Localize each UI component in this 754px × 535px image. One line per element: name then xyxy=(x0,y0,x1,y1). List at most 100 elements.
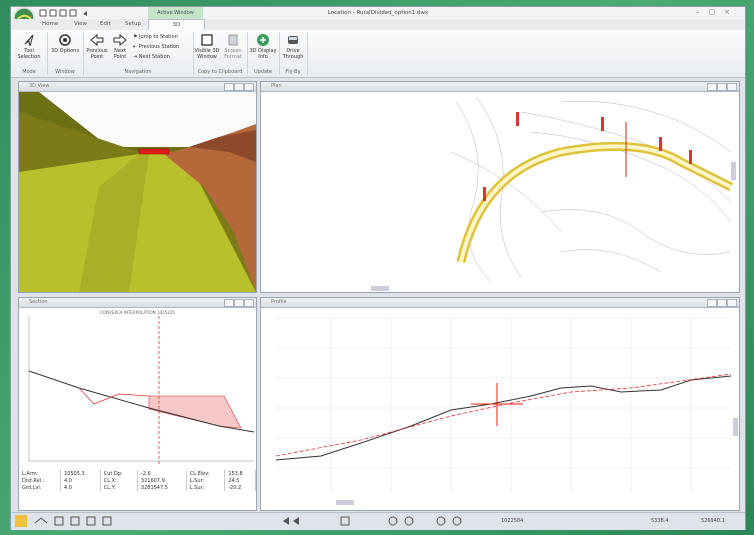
panel-profile: Profile xyxy=(260,297,740,511)
panel-button[interactable] xyxy=(234,299,244,307)
tool-icon[interactable] xyxy=(283,517,299,525)
cell: 4.0 xyxy=(60,484,101,491)
icon xyxy=(59,34,71,46)
ribbon-button[interactable]: Drive Through xyxy=(280,33,306,60)
tool-icon[interactable] xyxy=(102,516,112,526)
tab[interactable]: Setup xyxy=(125,21,142,27)
qa-undo[interactable] xyxy=(83,11,87,16)
panel-title: Profile xyxy=(271,299,287,305)
icon-shape xyxy=(260,37,266,43)
design-profile xyxy=(275,373,732,457)
scrollbar[interactable] xyxy=(336,500,354,505)
tool-icon[interactable] xyxy=(15,515,27,527)
ribbon-button[interactable]: Tool Selection xyxy=(13,33,45,60)
panel-button[interactable] xyxy=(717,83,727,91)
tool-icon[interactable] xyxy=(86,516,96,526)
button-label: Jump to Station xyxy=(139,34,178,40)
window-controls[interactable]: –□× xyxy=(696,8,739,16)
tab[interactable]: Home xyxy=(42,21,59,27)
qa-open[interactable] xyxy=(49,9,57,17)
ground-profile xyxy=(275,375,732,461)
quick-access[interactable] xyxy=(39,9,109,17)
panel-button[interactable] xyxy=(224,83,234,91)
separator xyxy=(47,32,48,75)
window-title: Location - RuralDivided_option1.dwx xyxy=(327,10,429,16)
panel-header: Profile xyxy=(261,298,739,308)
tool-icon[interactable] xyxy=(436,516,446,526)
button-label: 3D Options xyxy=(51,48,79,54)
panel-section: Section CONVEXCA INTERPOLATION 1025225 L… xyxy=(18,297,257,511)
tool-icon[interactable] xyxy=(34,517,48,524)
status-value: 5338.4 xyxy=(651,518,669,524)
logo-road xyxy=(16,14,32,21)
ribbon-button[interactable]: Previous Point xyxy=(85,33,109,60)
scene-3d xyxy=(19,92,256,292)
ribbon-button[interactable]: 3D Display Info xyxy=(248,33,278,60)
icon xyxy=(201,34,213,46)
scrollbar[interactable] xyxy=(371,286,389,291)
tool-icon[interactable] xyxy=(388,516,398,526)
cell: 10505.3 xyxy=(60,470,101,477)
ribbon-button[interactable]: 3D Options xyxy=(49,33,81,54)
ribbon-button[interactable]: Screen Format xyxy=(220,33,246,60)
tab[interactable]: View xyxy=(74,21,88,27)
icon-shape xyxy=(24,34,34,47)
label-mark xyxy=(689,150,692,164)
icon-shape xyxy=(90,33,104,47)
panel-button[interactable] xyxy=(727,299,737,307)
cell: L.Arm: xyxy=(19,470,61,477)
tool-icon[interactable] xyxy=(340,516,350,526)
panel-button[interactable] xyxy=(244,83,254,91)
panel-button[interactable] xyxy=(717,299,727,307)
cell: L.Sur: xyxy=(186,477,226,484)
ribbon-button[interactable]: Next Point xyxy=(109,33,131,60)
separator xyxy=(247,32,248,75)
ribbon-button[interactable]: Visible 3D Window xyxy=(194,33,220,60)
tab[interactable]: Edit xyxy=(100,21,111,27)
tool-icon[interactable] xyxy=(70,516,80,526)
scrollbar[interactable] xyxy=(733,418,738,436)
status-bar: 1022584 5338.4 526940.1 xyxy=(11,512,745,530)
scrollbar[interactable] xyxy=(731,162,736,180)
cell: CL.X: xyxy=(100,477,138,484)
terrain-shadow xyxy=(189,130,256,162)
label-mark xyxy=(659,137,662,151)
qa-print[interactable] xyxy=(69,9,77,17)
label-mark xyxy=(483,187,486,201)
panel-header: Section xyxy=(19,298,256,308)
tool-icon[interactable] xyxy=(54,516,64,526)
title-bar: Location - RuralDivided_option1.dwx –□× xyxy=(11,7,745,29)
panel-button[interactable] xyxy=(244,299,254,307)
button-label: 3D Display Info xyxy=(249,48,277,60)
tool-icon[interactable] xyxy=(452,516,462,526)
panel-title: Section xyxy=(29,299,48,305)
icon-shape xyxy=(228,34,238,46)
panel-button[interactable] xyxy=(707,299,717,307)
icon xyxy=(257,34,269,46)
view-tools[interactable] xyxy=(281,515,491,527)
small-button[interactable]: ⇥ Next Station xyxy=(133,54,170,60)
small-button[interactable]: ⚑ Jump to Station xyxy=(133,34,178,40)
table-row: L.Arm: 10505.3 Cut Dp: -2.6 CL.Elev: 153.8 xyxy=(19,470,256,477)
small-button[interactable]: ⇤ Previous Station xyxy=(133,44,180,50)
cell: CL.Y: xyxy=(100,484,138,491)
icon-shape xyxy=(63,38,67,42)
button-label: Visible 3D Window xyxy=(194,48,220,60)
qa-new[interactable] xyxy=(39,9,47,17)
table-row: Dist.Rel.: 4.0 CL.X: 321607.9 L.Sur: 24.5 xyxy=(19,477,256,484)
qa-save[interactable] xyxy=(59,9,67,17)
tab-row: Home View Edit Setup 3D xyxy=(11,19,745,31)
contour xyxy=(560,249,662,273)
status-tools[interactable] xyxy=(15,515,215,527)
label-mark xyxy=(516,112,519,126)
panel-button[interactable] xyxy=(727,83,737,91)
tab-active[interactable]: 3D xyxy=(148,19,205,31)
section-table: L.Arm: 10505.3 Cut Dp: -2.6 CL.Elev: 153.8 Di… xyxy=(19,470,256,491)
tool-icon[interactable] xyxy=(404,516,414,526)
panel-button[interactable] xyxy=(224,299,234,307)
panel-title: Plan xyxy=(271,83,282,89)
panel-button[interactable] xyxy=(707,83,717,91)
panel-button[interactable] xyxy=(234,83,244,91)
cell: 321607.9 xyxy=(137,477,187,484)
